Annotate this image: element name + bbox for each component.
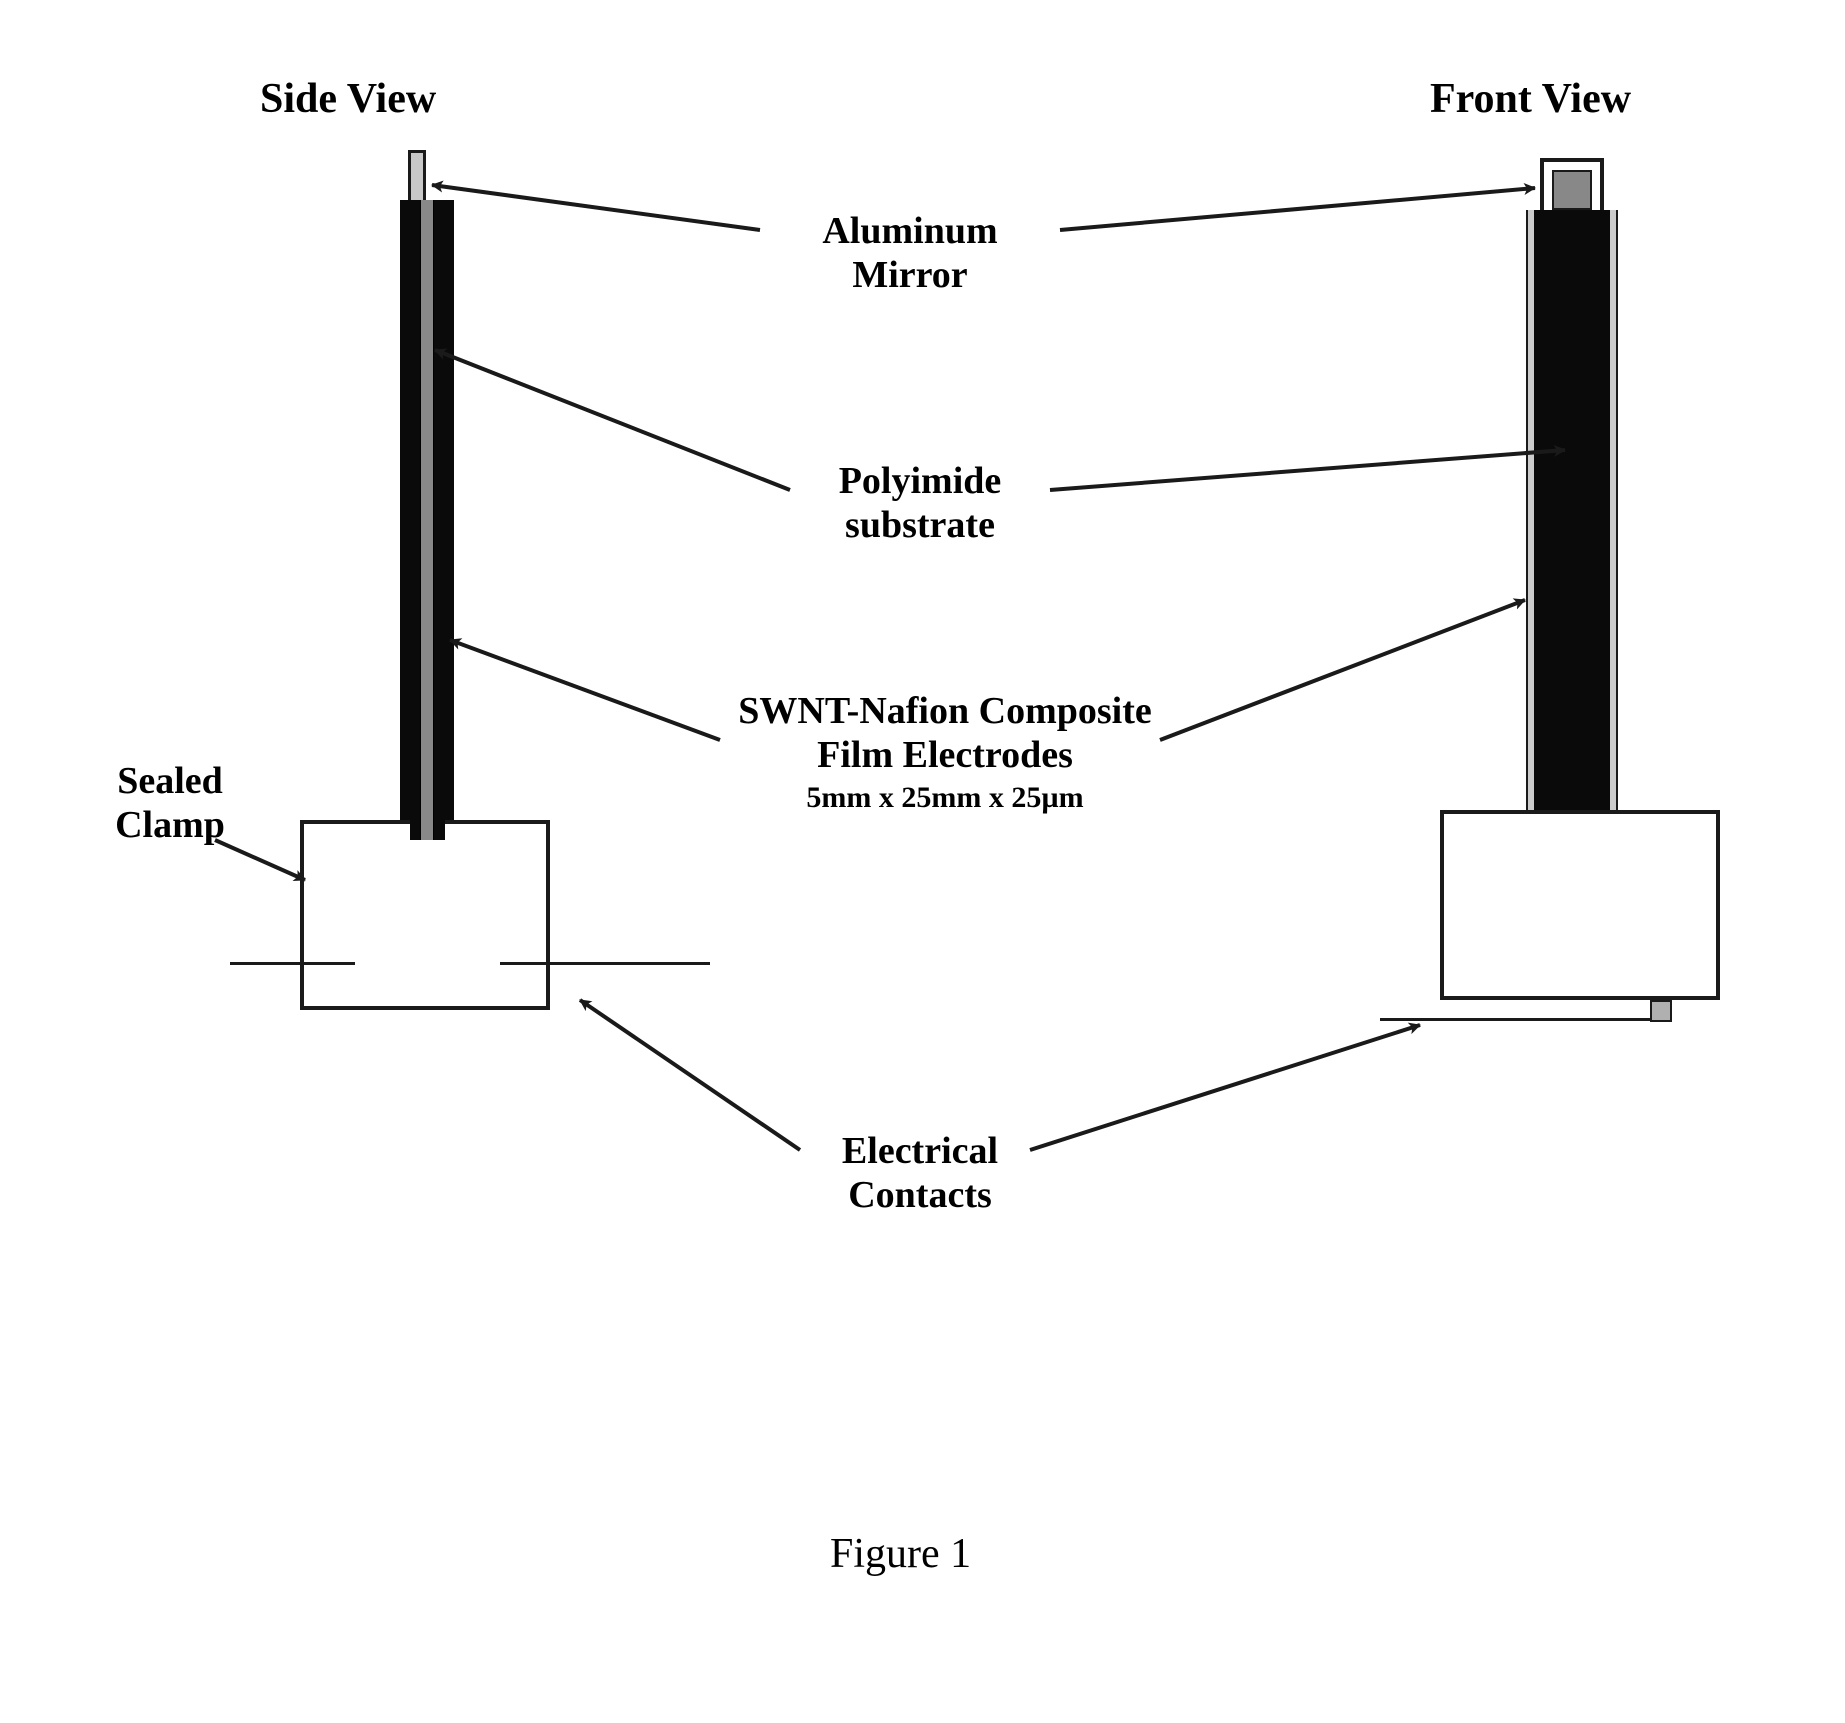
label-clamp: Sealed Clamp xyxy=(95,760,245,847)
arrow xyxy=(580,1000,800,1150)
front-contact-line xyxy=(1380,1018,1650,1021)
side-contact-right xyxy=(500,962,710,965)
label-electrodes-dims: 5mm x 25mm x 25µm xyxy=(720,781,1170,816)
arrow xyxy=(432,185,760,230)
label-electrodes: SWNT-Nafion Composite Film Electrodes 5m… xyxy=(720,690,1170,816)
label-electrodes-line1: SWNT-Nafion Composite xyxy=(720,690,1170,734)
side-electrode-right xyxy=(434,200,454,840)
arrow xyxy=(435,350,790,490)
figure-caption: Figure 1 xyxy=(830,1530,971,1578)
front-mirror-inner xyxy=(1552,170,1592,210)
side-electrode-left xyxy=(400,200,420,840)
side-contact-left xyxy=(230,962,355,965)
arrow xyxy=(1030,1025,1420,1150)
side-column xyxy=(400,200,454,840)
arrow xyxy=(1060,188,1535,230)
front-body xyxy=(1530,210,1614,830)
front-edge-left xyxy=(1526,210,1534,830)
side-view-title: Side View xyxy=(260,75,436,123)
label-mirror: Aluminum Mirror xyxy=(760,210,1060,297)
side-substrate xyxy=(420,200,434,840)
arrow xyxy=(1050,450,1565,490)
side-clamp-bottom xyxy=(300,940,550,1010)
front-view-title: Front View xyxy=(1430,75,1631,123)
front-clamp xyxy=(1440,810,1720,1000)
label-contacts: Electrical Contacts xyxy=(800,1130,1040,1217)
front-contact-nub xyxy=(1650,1000,1672,1022)
front-edge-right xyxy=(1610,210,1618,830)
label-substrate: Polyimide substrate xyxy=(790,460,1050,547)
label-electrodes-line2: Film Electrodes xyxy=(720,734,1170,778)
arrow xyxy=(450,640,720,740)
arrow xyxy=(1160,600,1525,740)
